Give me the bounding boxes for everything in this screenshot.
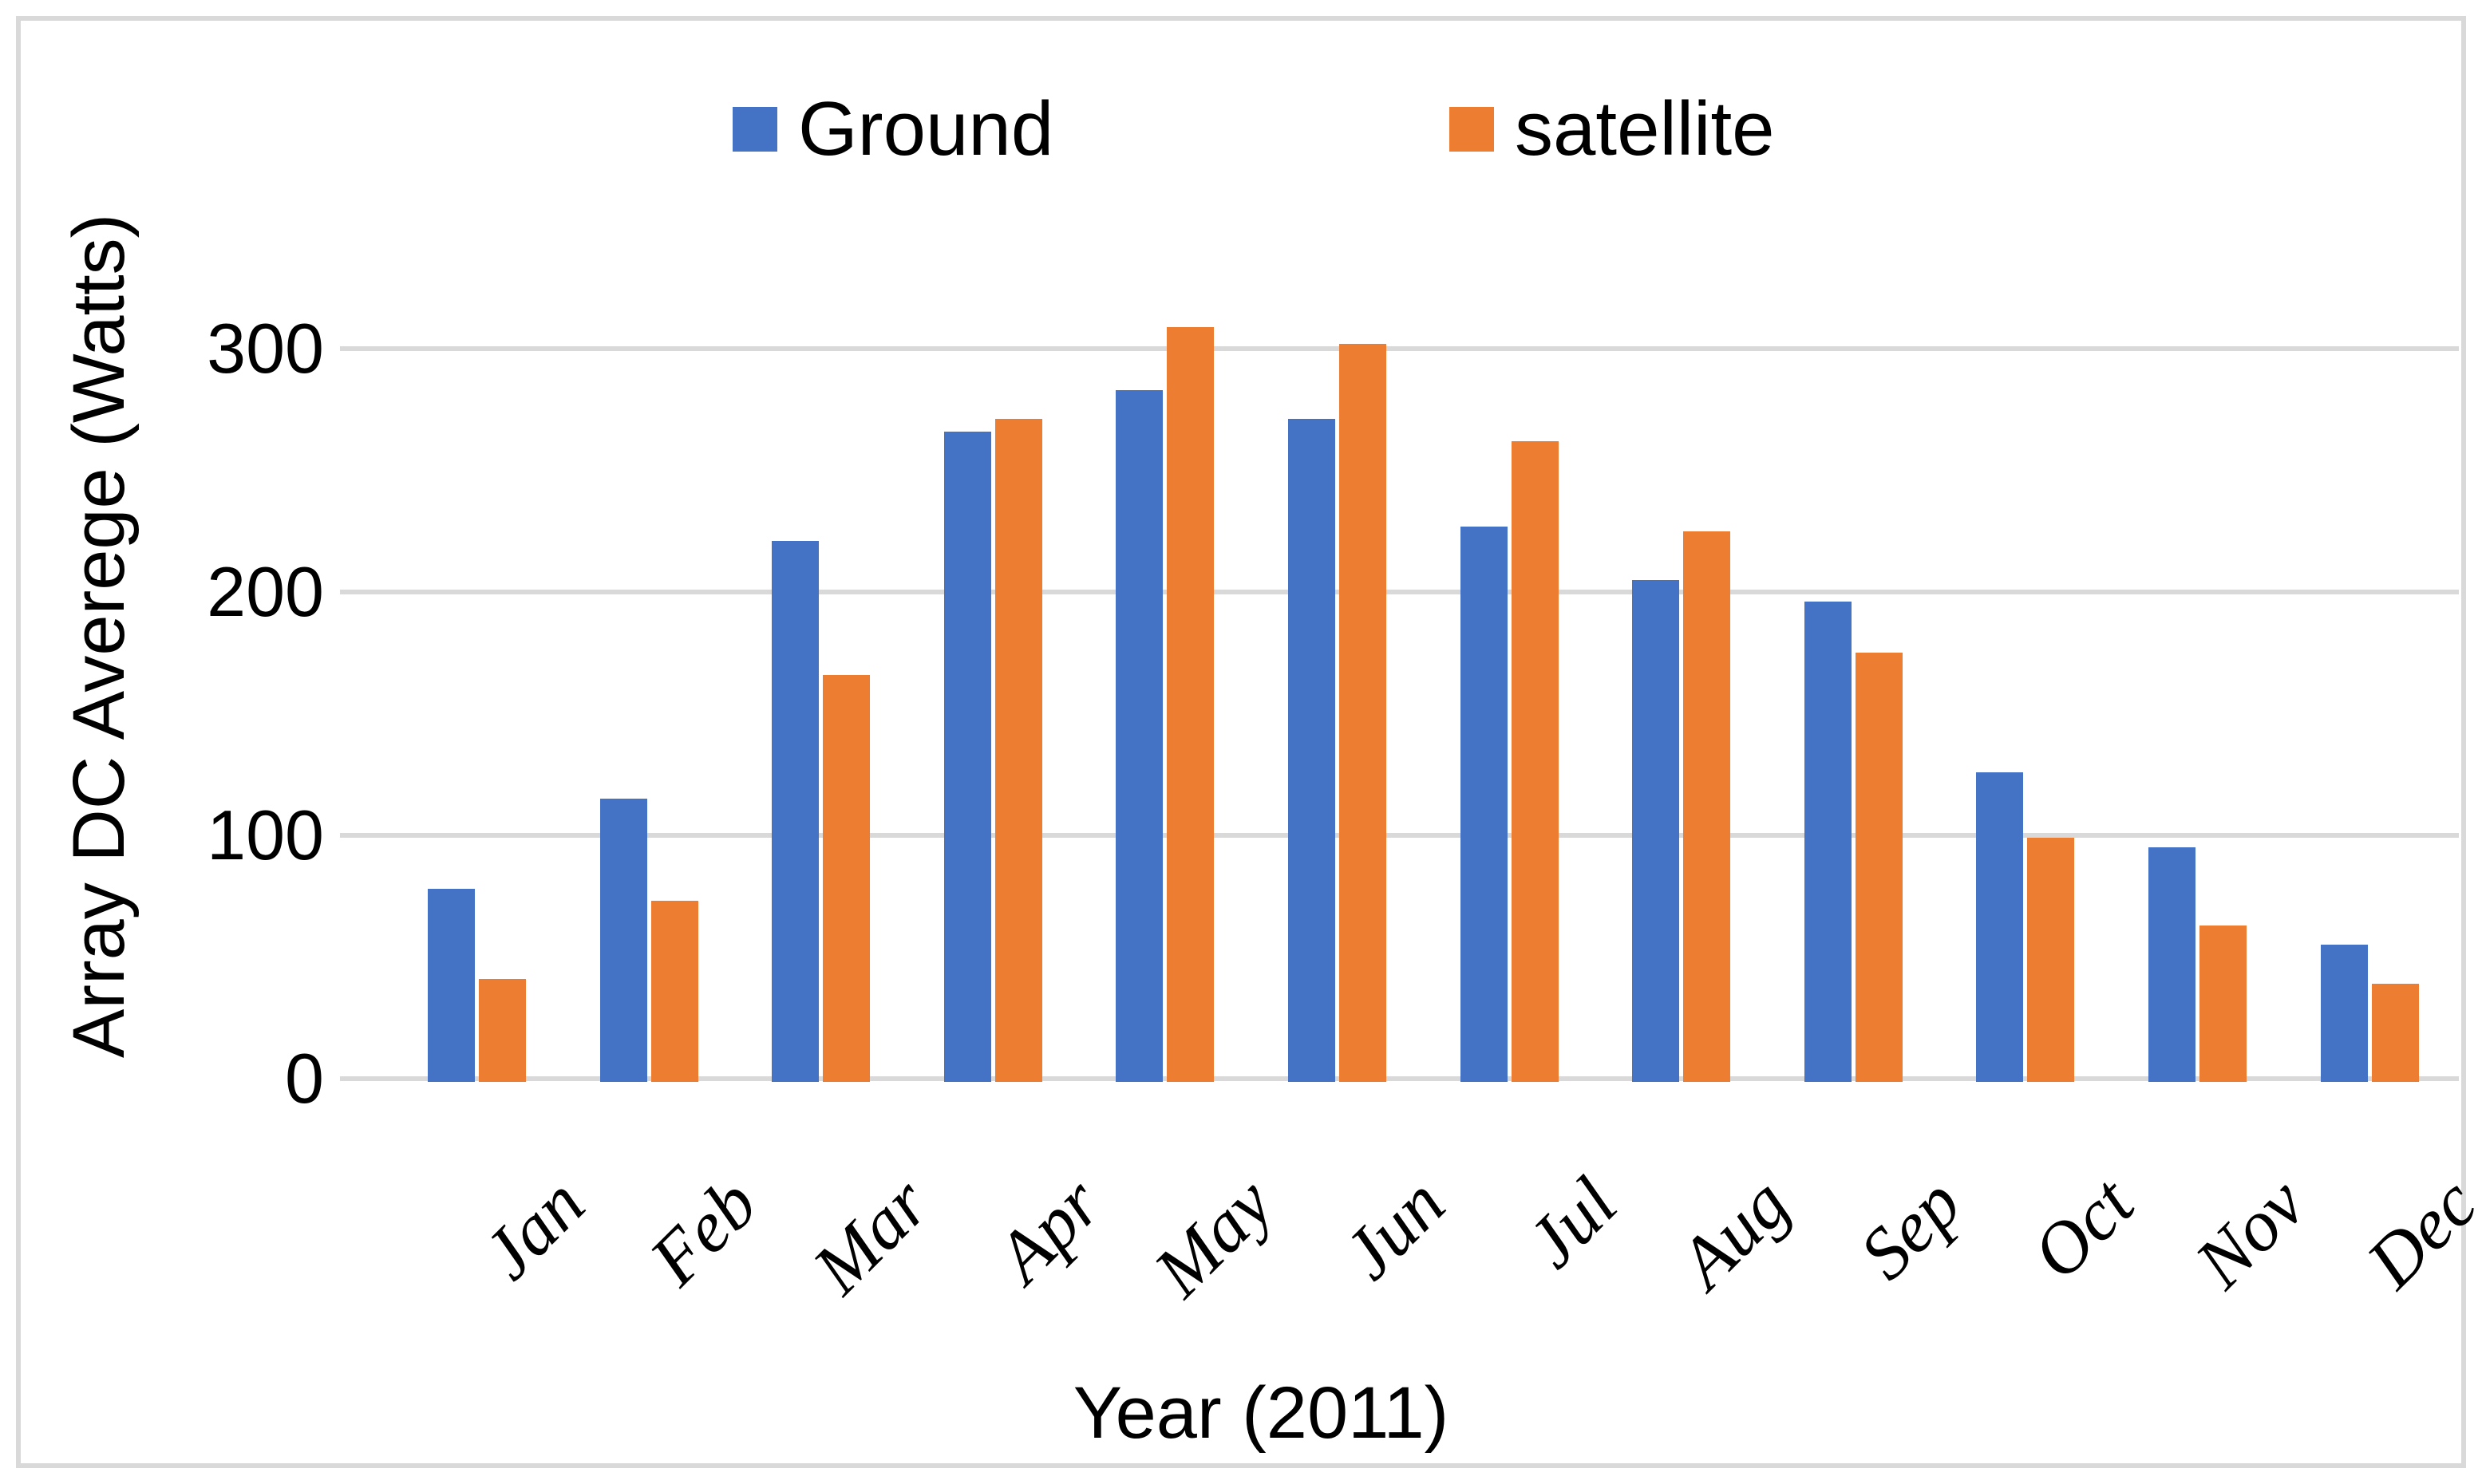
x-tick-label-mar: Mar (796, 1162, 944, 1309)
bar-satellite-aug (1683, 531, 1731, 1082)
bar-ground-dec (2320, 945, 2368, 1082)
legend-item-satellite: satellite (1449, 91, 1775, 168)
y-tick-label-0: 0 (285, 1039, 324, 1118)
bar-ground-nov (2148, 847, 2195, 1082)
bar-satellite-mar (823, 675, 871, 1082)
y-tick-label-100: 100 (207, 795, 324, 874)
bar-ground-may (1116, 390, 1164, 1082)
bar-ground-mar (772, 541, 820, 1082)
x-tick-label-apr: Apr (980, 1162, 1117, 1298)
y-axis-title-text: Array DC Averege (Watts) (58, 213, 140, 1058)
legend-item-ground: Ground (733, 91, 1053, 168)
bar-satellite-sep (1855, 653, 1903, 1082)
x-tick-label-jan: Jan (467, 1162, 600, 1295)
bar-satellite-oct (2027, 838, 2075, 1082)
bar-satellite-may (1167, 327, 1215, 1082)
bar-satellite-apr (994, 419, 1042, 1082)
bar-ground-aug (1632, 580, 1680, 1082)
bar-satellite-jan (479, 979, 526, 1082)
y-tick-label-300: 300 (207, 309, 324, 388)
bar-ground-sep (1804, 602, 1852, 1082)
bar-ground-oct (1976, 772, 2024, 1082)
bar-satellite-nov (2199, 926, 2247, 1082)
bar-satellite-jun (1339, 344, 1386, 1082)
bar-satellite-dec (2371, 984, 2419, 1082)
bar-ground-jun (1288, 419, 1335, 1082)
legend-label-satellite: satellite (1515, 86, 1775, 172)
legend-swatch-ground (733, 107, 777, 152)
bar-ground-apr (943, 432, 991, 1082)
x-tick-label-may: May (1138, 1162, 1288, 1312)
legend-swatch-satellite (1449, 107, 1494, 152)
bar-satellite-jul (1511, 441, 1559, 1082)
y-tick-label-200: 200 (207, 552, 324, 631)
x-tick-label-feb: Feb (633, 1162, 773, 1300)
gridline-0 (340, 1076, 2459, 1081)
legend-label-ground: Ground (798, 86, 1054, 172)
x-tick-label-dec: Dec (2351, 1162, 2482, 1304)
bar-satellite-feb (650, 901, 698, 1082)
bar-ground-jul (1460, 527, 1508, 1082)
gridline-200 (340, 590, 2459, 594)
gridline-300 (340, 346, 2459, 351)
x-tick-label-sep: Sep (1844, 1162, 1977, 1295)
chart-frame: Ground satellite 0 100 200 300 Jan Feb Mar Apr M… (16, 16, 2482, 1468)
bar-ground-feb (599, 799, 647, 1082)
x-tick-label-jul: Jul (1511, 1162, 1633, 1284)
x-tick-label-nov: Nov (2179, 1162, 2321, 1304)
x-tick-label-oct: Oct (2015, 1162, 2148, 1295)
gridline-100 (340, 833, 2459, 838)
bar-ground-jan (428, 889, 475, 1082)
x-tick-label-aug: Aug (1662, 1162, 1804, 1304)
x-tick-label-jun: Jun (1327, 1162, 1460, 1295)
x-axis-title: Year (2011) (1073, 1372, 1449, 1454)
